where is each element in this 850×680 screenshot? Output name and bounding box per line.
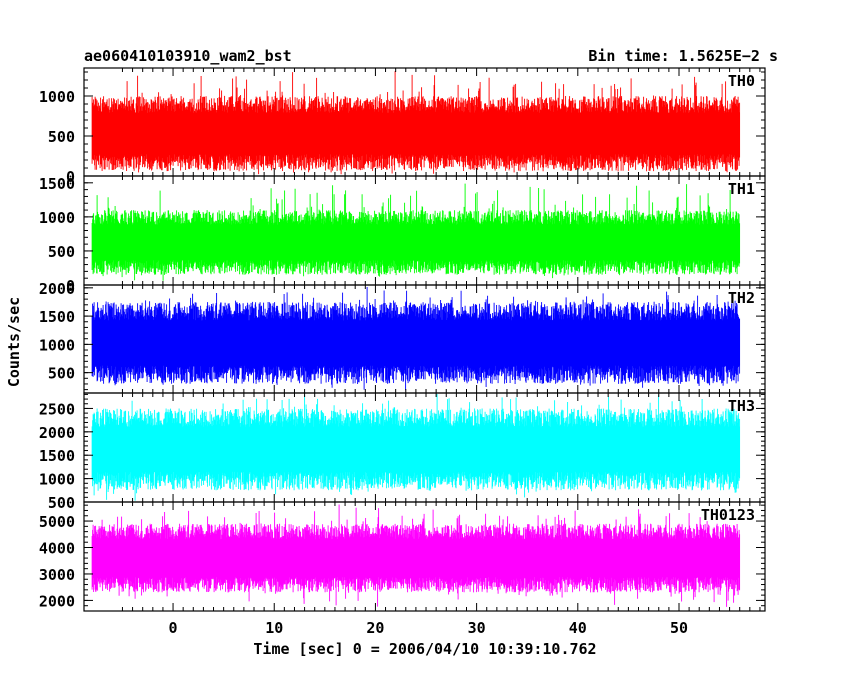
y-tick-label: 2000 <box>39 592 75 610</box>
x-tick-label: 50 <box>670 619 688 637</box>
series-th1-line <box>91 183 741 281</box>
y-tick-label: 1500 <box>39 175 75 193</box>
panel-label-th0123: TH0123 <box>701 506 755 524</box>
x-tick-label: 30 <box>468 619 486 637</box>
panel-label-th2: TH2 <box>728 289 755 307</box>
y-tick-label: 5000 <box>39 513 75 531</box>
panel-th2: 500 1000 1500 2000 TH2 <box>39 280 766 394</box>
y-tick-label: 500 <box>48 128 75 146</box>
y-tick-label: 3000 <box>39 566 75 584</box>
x-tick-labels: 0 10 20 30 40 50 <box>169 619 688 637</box>
y-axis-label: Counts/sec <box>5 297 23 387</box>
x-tick-label: 20 <box>366 619 384 637</box>
y-tick-label: 500 <box>48 243 75 261</box>
panel-label-th0: TH0 <box>728 72 755 90</box>
y-tick-label: 0 <box>66 168 75 186</box>
series-th2-line <box>91 287 741 391</box>
x-tick-label: 10 <box>265 619 283 637</box>
x-tick-label: 0 <box>169 619 178 637</box>
panel-th1: 0 500 1000 1500 TH1 <box>39 175 766 295</box>
chart-title-right: Bin time: 1.5625E−2 s <box>588 47 778 65</box>
panels-group: 0 500 1000 TH0 0 500 1000 1500 TH1 500 1000 1500 200… <box>39 67 766 612</box>
y-tick-label: 1000 <box>39 209 75 227</box>
y-tick-label: 0 <box>66 277 75 295</box>
chart-title-left: ae060410103910_wam2_bst <box>84 47 292 65</box>
y-tick-label: 1000 <box>39 88 75 106</box>
x-axis-label: Time [sec] 0 = 2006/04/10 10:39:10.762 <box>253 640 596 658</box>
y-tick-label: 1500 <box>39 447 75 465</box>
panel-th0123: 2000 3000 4000 5000 TH0123 <box>39 501 766 612</box>
y-tick-label: 1500 <box>39 308 75 326</box>
panel-th0: 0 500 1000 TH0 <box>39 67 766 186</box>
y-tick-label: 500 <box>48 365 75 383</box>
x-tick-label: 40 <box>569 619 587 637</box>
y-tick-label: 500 <box>48 494 75 512</box>
panel-frame <box>83 501 766 612</box>
series-th3-line <box>91 394 741 501</box>
panel-label-th1: TH1 <box>728 180 755 198</box>
y-tick-label: 2500 <box>39 400 75 418</box>
series-th0-line <box>91 71 741 175</box>
y-tick-label: 2000 <box>39 424 75 442</box>
y-tick-label: 2000 <box>39 280 75 298</box>
y-tick-label: 1000 <box>39 336 75 354</box>
panel-th3: 500 1000 1500 2000 2500 TH3 <box>39 392 766 512</box>
panel-label-th3: TH3 <box>728 397 755 415</box>
y-tick-label: 4000 <box>39 540 75 558</box>
y-tick-label: 1000 <box>39 471 75 489</box>
series-th0123-line <box>91 504 741 607</box>
